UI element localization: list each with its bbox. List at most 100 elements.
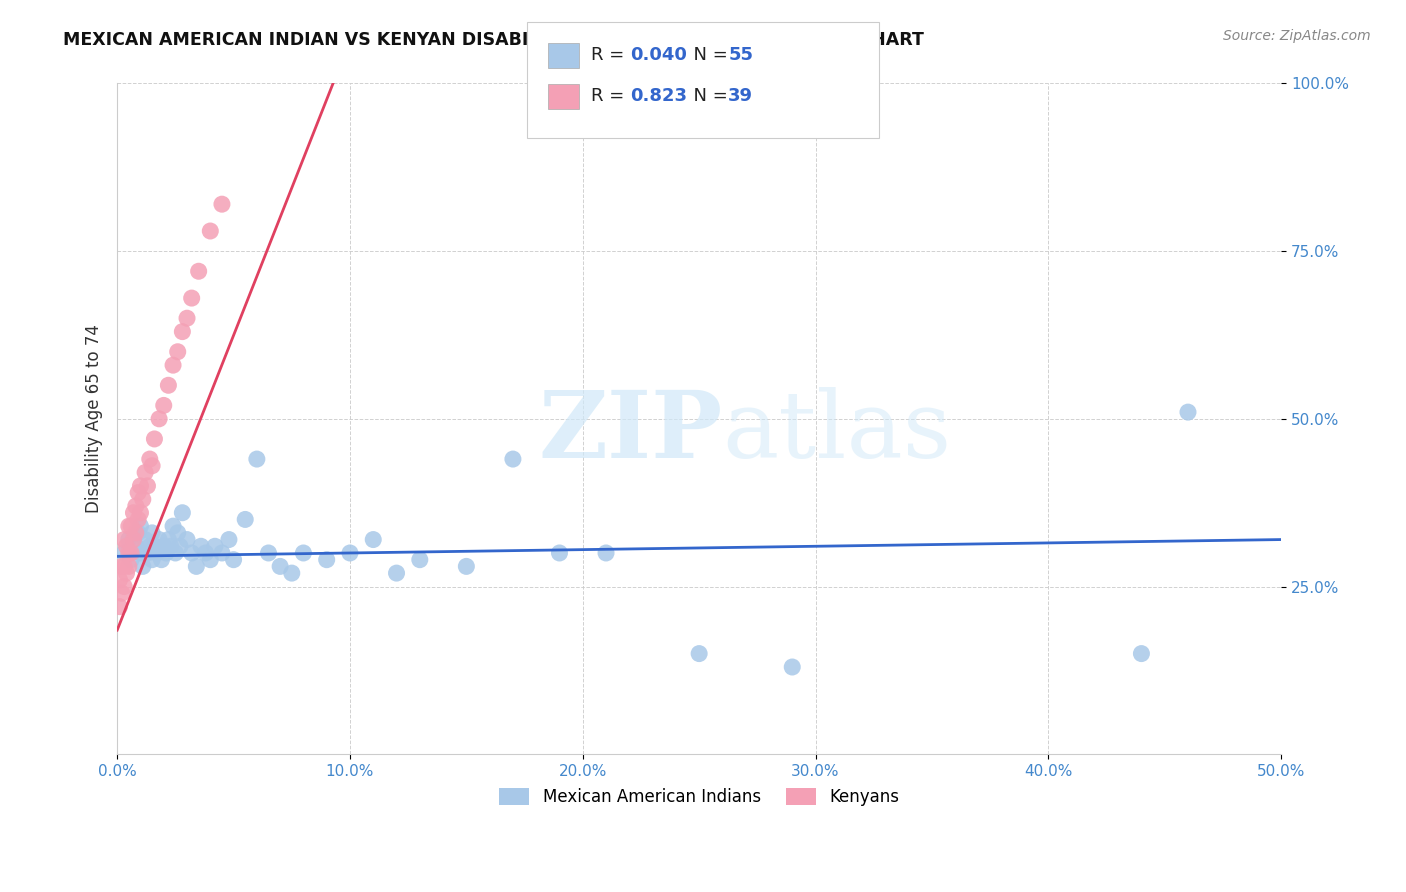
Point bbox=[281, 566, 304, 580]
Point bbox=[127, 485, 149, 500]
Text: 55: 55 bbox=[728, 46, 754, 64]
Point bbox=[257, 546, 280, 560]
Point bbox=[180, 291, 202, 305]
Point bbox=[222, 552, 245, 566]
Point bbox=[112, 559, 135, 574]
Legend: Mexican American Indians, Kenyans: Mexican American Indians, Kenyans bbox=[492, 781, 905, 813]
Point bbox=[129, 546, 152, 560]
Point bbox=[145, 546, 167, 560]
Point bbox=[780, 660, 803, 674]
Point bbox=[134, 466, 156, 480]
Point bbox=[112, 580, 135, 594]
Text: R =: R = bbox=[591, 46, 630, 64]
Point bbox=[136, 546, 159, 560]
Point bbox=[129, 479, 152, 493]
Text: atlas: atlas bbox=[723, 387, 952, 477]
Point bbox=[157, 378, 180, 392]
Point bbox=[166, 344, 188, 359]
Point bbox=[141, 458, 163, 473]
Point bbox=[148, 533, 170, 547]
Point bbox=[122, 506, 145, 520]
Text: 39: 39 bbox=[728, 87, 754, 105]
Point bbox=[132, 492, 155, 507]
Point bbox=[246, 452, 269, 467]
Text: 0.040: 0.040 bbox=[630, 46, 686, 64]
Point bbox=[136, 479, 159, 493]
Point bbox=[120, 552, 142, 566]
Point bbox=[118, 533, 141, 547]
Point bbox=[166, 525, 188, 540]
Point bbox=[125, 539, 148, 553]
Point bbox=[315, 552, 337, 566]
Text: N =: N = bbox=[682, 46, 734, 64]
Point bbox=[111, 559, 134, 574]
Point bbox=[139, 452, 162, 467]
Point bbox=[122, 533, 145, 547]
Point bbox=[125, 499, 148, 513]
Point bbox=[152, 398, 174, 412]
Point bbox=[218, 533, 240, 547]
Point bbox=[108, 573, 131, 587]
Point bbox=[688, 647, 710, 661]
Point bbox=[200, 224, 222, 238]
Point bbox=[125, 525, 148, 540]
Point bbox=[548, 546, 571, 560]
Point bbox=[139, 539, 162, 553]
Point bbox=[211, 546, 233, 560]
Point bbox=[211, 197, 233, 211]
Point bbox=[233, 512, 256, 526]
Point bbox=[143, 432, 166, 446]
Point bbox=[385, 566, 408, 580]
Point bbox=[409, 552, 432, 566]
Point bbox=[1130, 647, 1153, 661]
Point bbox=[132, 559, 155, 574]
Point bbox=[186, 559, 208, 574]
Point bbox=[176, 311, 198, 326]
Point bbox=[180, 546, 202, 560]
Point bbox=[595, 546, 617, 560]
Point bbox=[112, 546, 135, 560]
Point bbox=[118, 519, 141, 533]
Text: 0.823: 0.823 bbox=[630, 87, 688, 105]
Point bbox=[292, 546, 315, 560]
Point bbox=[157, 533, 180, 547]
Point bbox=[169, 539, 191, 553]
Point bbox=[172, 506, 194, 520]
Point bbox=[129, 506, 152, 520]
Point bbox=[127, 525, 149, 540]
Point bbox=[120, 519, 142, 533]
Point bbox=[115, 566, 138, 580]
Text: R =: R = bbox=[591, 87, 630, 105]
Point bbox=[269, 559, 291, 574]
Point bbox=[150, 552, 173, 566]
Point bbox=[200, 552, 222, 566]
Point bbox=[108, 599, 131, 614]
Point bbox=[162, 358, 184, 372]
Point bbox=[190, 539, 212, 553]
Text: MEXICAN AMERICAN INDIAN VS KENYAN DISABILITY AGE 65 TO 74 CORRELATION CHART: MEXICAN AMERICAN INDIAN VS KENYAN DISABI… bbox=[63, 31, 924, 49]
Point bbox=[115, 539, 138, 553]
Point bbox=[129, 519, 152, 533]
Text: ZIP: ZIP bbox=[538, 387, 723, 477]
Point bbox=[502, 452, 524, 467]
Y-axis label: Disability Age 65 to 74: Disability Age 65 to 74 bbox=[86, 325, 103, 513]
Point bbox=[112, 533, 135, 547]
Point bbox=[134, 533, 156, 547]
Point bbox=[141, 552, 163, 566]
Point bbox=[204, 539, 226, 553]
Point bbox=[194, 546, 217, 560]
Point bbox=[361, 533, 384, 547]
Point bbox=[141, 525, 163, 540]
Point bbox=[148, 412, 170, 426]
Point bbox=[162, 519, 184, 533]
Point bbox=[155, 546, 177, 560]
Point bbox=[176, 533, 198, 547]
Point bbox=[127, 512, 149, 526]
Point bbox=[172, 325, 194, 339]
Point bbox=[1177, 405, 1199, 419]
Text: N =: N = bbox=[682, 87, 734, 105]
Point bbox=[456, 559, 478, 574]
Point bbox=[339, 546, 361, 560]
Text: Source: ZipAtlas.com: Source: ZipAtlas.com bbox=[1223, 29, 1371, 43]
Point bbox=[152, 539, 174, 553]
